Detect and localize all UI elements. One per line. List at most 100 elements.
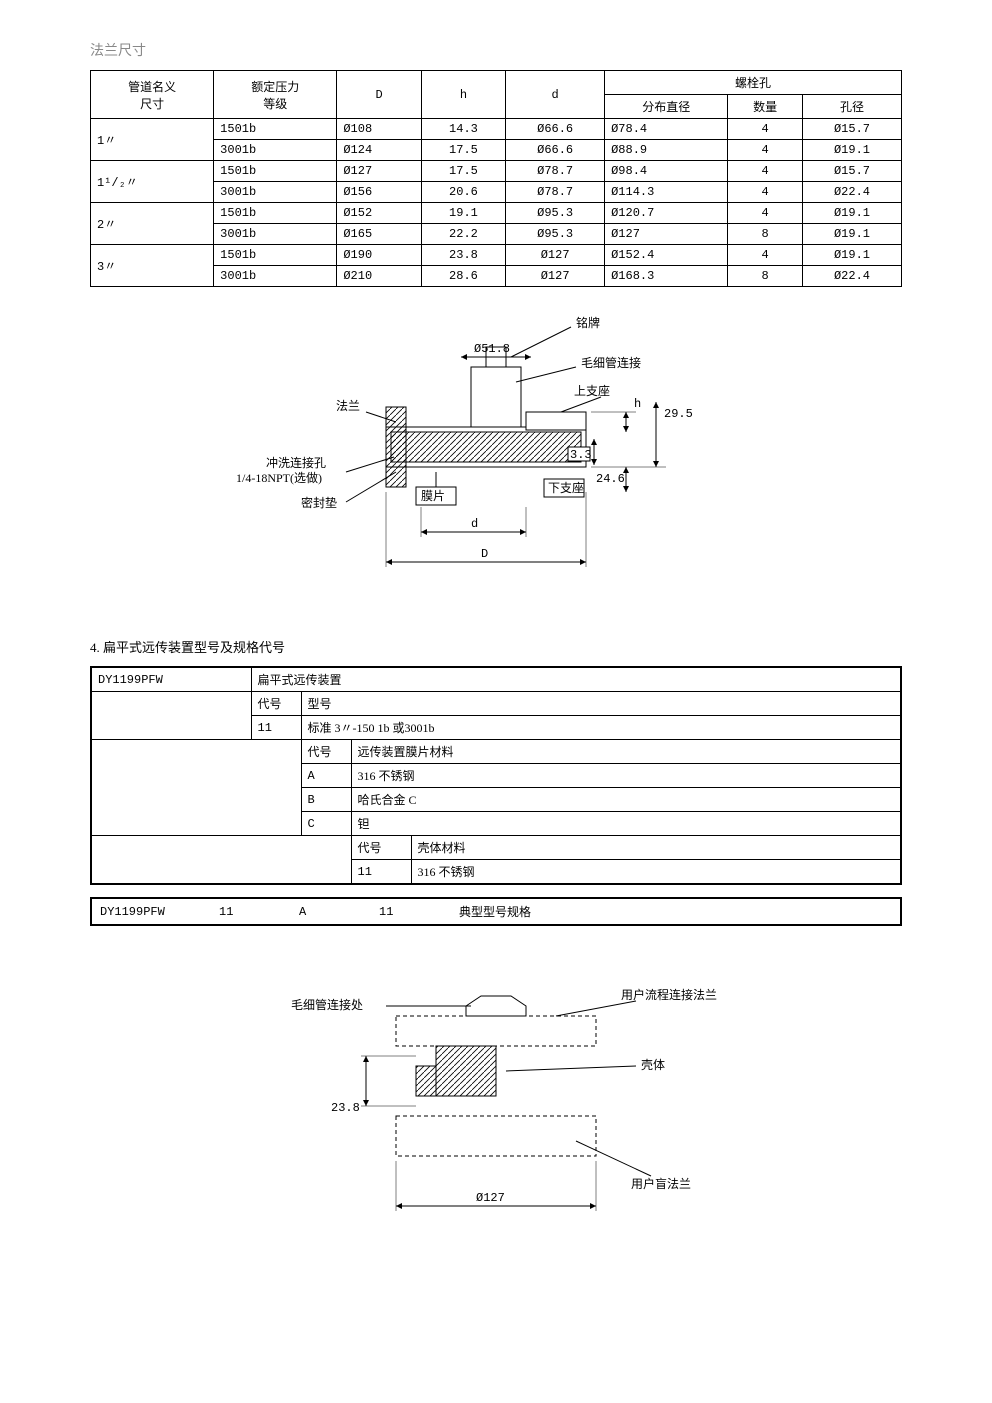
cell-D: Ø210	[337, 266, 421, 287]
th-pipe-name: 管道名义	[128, 80, 176, 94]
th-count: 数量	[728, 95, 803, 119]
lbl-capillary: 毛细管连接	[581, 355, 641, 370]
spec-mA-desc: 316 不锈钢	[351, 764, 901, 788]
th-h: h	[421, 71, 505, 119]
cell-h: 23.8	[421, 245, 505, 266]
spec-mC-desc: 钽	[351, 812, 901, 836]
lbl-246: 24.6	[596, 472, 625, 486]
cell-hd: Ø19.1	[803, 140, 902, 161]
cell-hd: Ø15.7	[803, 161, 902, 182]
th-D: D	[337, 71, 421, 119]
ex-c1: 11	[211, 898, 291, 925]
cell-D: Ø108	[337, 119, 421, 140]
cell-dist: Ø168.3	[605, 266, 728, 287]
cell-n: 4	[728, 245, 803, 266]
cell-grade: 3001b	[214, 140, 337, 161]
subsection-title: 4. 扁平式远传装置型号及规格代号	[90, 637, 902, 656]
cell-D: Ø124	[337, 140, 421, 161]
lbl-flange: 法兰	[336, 399, 360, 413]
ex-desc: 典型型号规格	[451, 898, 901, 925]
spec-mA-code: A	[301, 764, 351, 788]
spec-model: DY1199PFW	[91, 667, 251, 692]
lbl-lower-seat: 下支座	[548, 480, 584, 495]
lbl2-user-flange: 用户流程连接法兰	[621, 987, 717, 1002]
cell-h: 17.5	[421, 140, 505, 161]
cell-grade: 1501b	[214, 203, 337, 224]
cell-dist: Ø114.3	[605, 182, 728, 203]
cell-hd: Ø22.4	[803, 182, 902, 203]
cell-hd: Ø19.1	[803, 203, 902, 224]
cell-n: 8	[728, 266, 803, 287]
lbl-flush1: 冲洗连接孔	[266, 455, 326, 470]
cell-size: 1¹/₂〃	[91, 161, 214, 203]
table-row: 1¹/₂〃1501bØ12717.5Ø78.7Ø98.44Ø15.7	[91, 161, 902, 182]
table-row: 2〃1501bØ15219.1Ø95.3Ø120.74Ø19.1	[91, 203, 902, 224]
lbl-phi518: Ø51.8	[474, 342, 510, 356]
cell-h: 28.6	[421, 266, 505, 287]
cell-grade: 1501b	[214, 119, 337, 140]
cell-n: 4	[728, 161, 803, 182]
cell-D: Ø190	[337, 245, 421, 266]
cell-dist: Ø98.4	[605, 161, 728, 182]
spec-membrane-label: 远传装置膜片材料	[351, 740, 901, 764]
flange-dimensions-table: 管道名义尺寸 额定压力等级 D h d 螺栓孔 分布直径 数量 孔径 1〃150…	[90, 70, 902, 287]
cell-grade: 1501b	[214, 161, 337, 182]
lbl2-shell: 壳体	[641, 1058, 665, 1072]
cell-hd: Ø15.7	[803, 119, 902, 140]
th-d: d	[506, 71, 605, 119]
cell-dist: Ø127	[605, 224, 728, 245]
cell-d: Ø95.3	[506, 203, 605, 224]
cell-h: 17.5	[421, 161, 505, 182]
section-title: 法兰尺寸	[90, 40, 902, 60]
ex-c2: A	[291, 898, 371, 925]
ex-c3: 11	[371, 898, 451, 925]
lbl-upper-seat: 上支座	[574, 383, 610, 398]
cell-grade: 1501b	[214, 245, 337, 266]
spec-s11-desc: 316 不锈钢	[411, 860, 901, 885]
cell-h: 14.3	[421, 119, 505, 140]
spec-mB-desc: 哈氏合金 C	[351, 788, 901, 812]
spec-type-label: 型号	[301, 692, 901, 716]
cell-d: Ø66.6	[506, 140, 605, 161]
lbl-h: h	[634, 397, 641, 411]
flange-diagram: Ø51.8 下支座 膜片 密封垫 法兰 冲洗连接孔 1/4-18NPT(选做) …	[216, 307, 776, 597]
lbl-295: 29.5	[664, 407, 693, 421]
lbl2-user-blind: 用户盲法兰	[631, 1176, 691, 1191]
spec-r1-desc: 标准 3〃-150 1b 或3001b	[301, 716, 901, 740]
cell-D: Ø156	[337, 182, 421, 203]
lbl-gasket: 密封垫	[301, 495, 337, 510]
spec-model-desc: 扁平式远传装置	[251, 667, 901, 692]
ex-model: DY1199PFW	[91, 898, 211, 925]
th-pressure: 额定压力	[251, 80, 299, 94]
lbl2-phi127: Ø127	[476, 1191, 505, 1205]
spec-table: DY1199PFW 扁平式远传装置 代号 型号 11 标准 3〃-150 1b …	[90, 666, 902, 885]
cell-D: Ø127	[337, 161, 421, 182]
th-pipe-size: 尺寸	[140, 97, 164, 111]
cell-d: Ø78.7	[506, 182, 605, 203]
cell-n: 8	[728, 224, 803, 245]
cell-grade: 3001b	[214, 182, 337, 203]
cell-d: Ø127	[506, 266, 605, 287]
lbl2-capillary: 毛细管连接处	[291, 997, 363, 1012]
lbl-nameplate: 铭牌	[576, 315, 600, 330]
cell-h: 22.2	[421, 224, 505, 245]
cell-D: Ø152	[337, 203, 421, 224]
lbl2-238: 23.8	[331, 1101, 360, 1115]
spec-shell-label: 壳体材料	[411, 836, 901, 860]
table-row: 1〃1501bØ10814.3Ø66.6Ø78.44Ø15.7	[91, 119, 902, 140]
cell-d: Ø66.6	[506, 119, 605, 140]
spec-mB-code: B	[301, 788, 351, 812]
cell-d: Ø95.3	[506, 224, 605, 245]
lbl-diaphragm: 膜片	[421, 489, 445, 503]
cell-hd: Ø22.4	[803, 266, 902, 287]
th-bolt-hole: 螺栓孔	[605, 71, 902, 95]
lbl-33: 3.3	[570, 448, 592, 462]
spec-mC-code: C	[301, 812, 351, 836]
cell-D: Ø165	[337, 224, 421, 245]
lbl-d: d	[471, 517, 478, 531]
cell-dist: Ø152.4	[605, 245, 728, 266]
spec-r1-code: 11	[251, 716, 301, 740]
table-row: 3〃1501bØ19023.8Ø127Ø152.44Ø19.1	[91, 245, 902, 266]
th-grade: 等级	[263, 97, 287, 111]
spec-s11-code: 11	[351, 860, 411, 885]
